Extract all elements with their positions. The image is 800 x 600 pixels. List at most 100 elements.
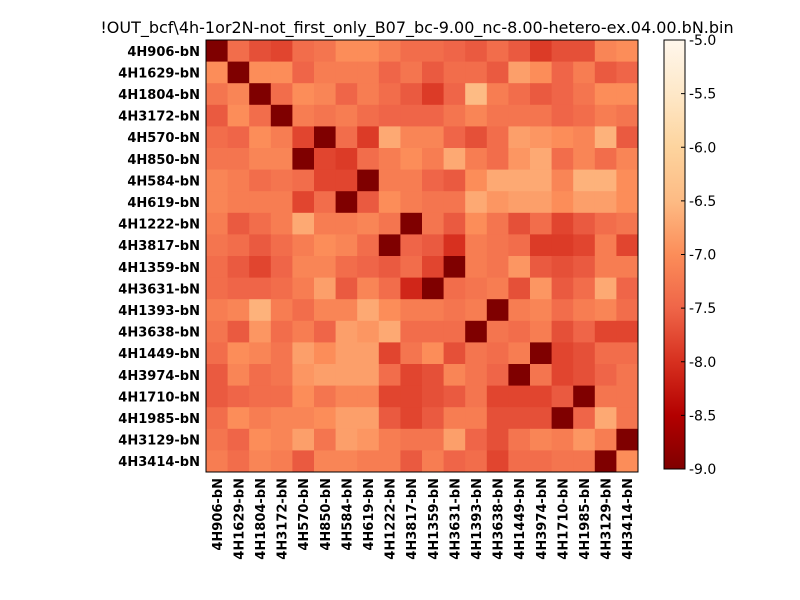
- y-tick-label: 4H3172-bN: [118, 110, 200, 125]
- heatmap-cell: [551, 407, 574, 430]
- x-tick-label: 4H3172-bN: [276, 478, 291, 560]
- heatmap-cell: [357, 277, 380, 300]
- heatmap-cell: [378, 169, 401, 192]
- heatmap-cell: [422, 277, 444, 300]
- heatmap-cell: [227, 342, 250, 365]
- heatmap-cell: [594, 407, 617, 430]
- y-tick-label: 4H1222-bN: [118, 218, 200, 233]
- heatmap-cell: [357, 385, 380, 408]
- heatmap-cell: [530, 126, 552, 149]
- heatmap-cell: [270, 212, 293, 235]
- heatmap-cell: [270, 428, 293, 451]
- x-tick-label: 4H584-bN: [340, 478, 355, 551]
- heatmap-cell: [551, 450, 574, 473]
- heatmap-cell: [335, 299, 358, 322]
- heatmap-cell: [206, 104, 228, 127]
- heatmap-cell: [314, 234, 336, 257]
- heatmap-cell: [227, 104, 250, 127]
- heatmap-cell: [378, 450, 401, 473]
- heatmap-cell: [422, 342, 444, 365]
- heatmap-cell: [227, 407, 250, 430]
- heatmap-cell: [314, 407, 336, 430]
- heatmap-cell: [335, 104, 358, 127]
- heatmap-cell: [486, 385, 509, 408]
- heatmap-cell: [443, 364, 466, 386]
- heatmap-cell: [530, 83, 552, 106]
- heatmap-cell: [227, 299, 250, 322]
- colorbar-tick-label: -5.5: [689, 87, 716, 103]
- heatmap-cell: [530, 299, 552, 322]
- heatmap-cell: [335, 169, 358, 192]
- heatmap-cell: [292, 83, 315, 106]
- heatmap-cell: [465, 428, 488, 451]
- heatmap-cell: [616, 40, 639, 62]
- heatmap-cell: [443, 212, 466, 235]
- heatmap-cell: [422, 256, 444, 278]
- heatmap-cell: [270, 40, 293, 62]
- heatmap-cell: [443, 126, 466, 149]
- heatmap-cell: [443, 234, 466, 257]
- heatmap-cell: [335, 364, 358, 386]
- heatmap-cell: [422, 299, 444, 322]
- heatmap-cell: [422, 212, 444, 235]
- heatmap-cell: [378, 126, 401, 149]
- heatmap-cell: [227, 450, 250, 473]
- heatmap-cell: [508, 450, 531, 473]
- heatmap-cell: [551, 385, 574, 408]
- heatmap-cell: [530, 40, 552, 62]
- heatmap-cell: [270, 385, 293, 408]
- heatmap-cell: [270, 234, 293, 257]
- heatmap-cell: [378, 191, 401, 214]
- heatmap-cell: [508, 83, 531, 106]
- heatmap-cell: [551, 148, 574, 170]
- heatmap-cell: [486, 299, 509, 322]
- heatmap-cell: [616, 83, 639, 106]
- heatmap-cell: [400, 320, 423, 343]
- heatmap-cell: [270, 299, 293, 322]
- heatmap-cell: [357, 40, 380, 62]
- heatmap-cell: [616, 407, 639, 430]
- heatmap-cell: [594, 385, 617, 408]
- heatmap-cell: [486, 148, 509, 170]
- heatmap-cell: [616, 320, 639, 343]
- heatmap-cell: [573, 450, 596, 473]
- heatmap-cell: [314, 169, 336, 192]
- heatmap-cell: [551, 191, 574, 214]
- heatmap-cell: [443, 169, 466, 192]
- heatmap-cell: [508, 256, 531, 278]
- heatmap-cell: [594, 148, 617, 170]
- heatmap-cell: [465, 40, 488, 62]
- heatmap-cell: [594, 191, 617, 214]
- heatmap-cell: [357, 148, 380, 170]
- heatmap-cell: [378, 256, 401, 278]
- heatmap-cell: [616, 299, 639, 322]
- heatmap-cell: [422, 169, 444, 192]
- heatmap-cell: [530, 342, 552, 365]
- heatmap-cell: [314, 320, 336, 343]
- heatmap-cell: [508, 428, 531, 451]
- heatmap-cell: [594, 428, 617, 451]
- heatmap-cell: [335, 148, 358, 170]
- heatmap-cell: [594, 40, 617, 62]
- heatmap-cell: [206, 385, 228, 408]
- colorbar-tick-label: -7.0: [689, 248, 716, 264]
- colorbar: -5.0 -5.5 -6.0 -6.5 -7.0 -7.5 -8.0 -8.5 -9.0: [663, 33, 716, 478]
- heatmap-cell: [357, 126, 380, 149]
- y-tick-label: 4H3974-bN: [118, 369, 200, 384]
- heatmap-cell: [443, 385, 466, 408]
- heatmap-cell: [486, 407, 509, 430]
- heatmap-cell: [314, 83, 336, 106]
- heatmap-cell: [357, 342, 380, 365]
- heatmap-cell: [400, 61, 423, 84]
- heatmap-cell: [465, 104, 488, 127]
- heatmap-cell: [378, 104, 401, 127]
- heatmap-cell: [443, 407, 466, 430]
- heatmap-cell: [616, 385, 639, 408]
- heatmap-cell: [314, 212, 336, 235]
- heatmap-cell: [357, 299, 380, 322]
- x-tick-label: 4H3631-bN: [448, 478, 463, 560]
- heatmap-cell: [400, 385, 423, 408]
- heatmap-cell: [551, 277, 574, 300]
- heatmap-cell: [573, 320, 596, 343]
- x-tick-label: 4H3974-bN: [535, 478, 550, 560]
